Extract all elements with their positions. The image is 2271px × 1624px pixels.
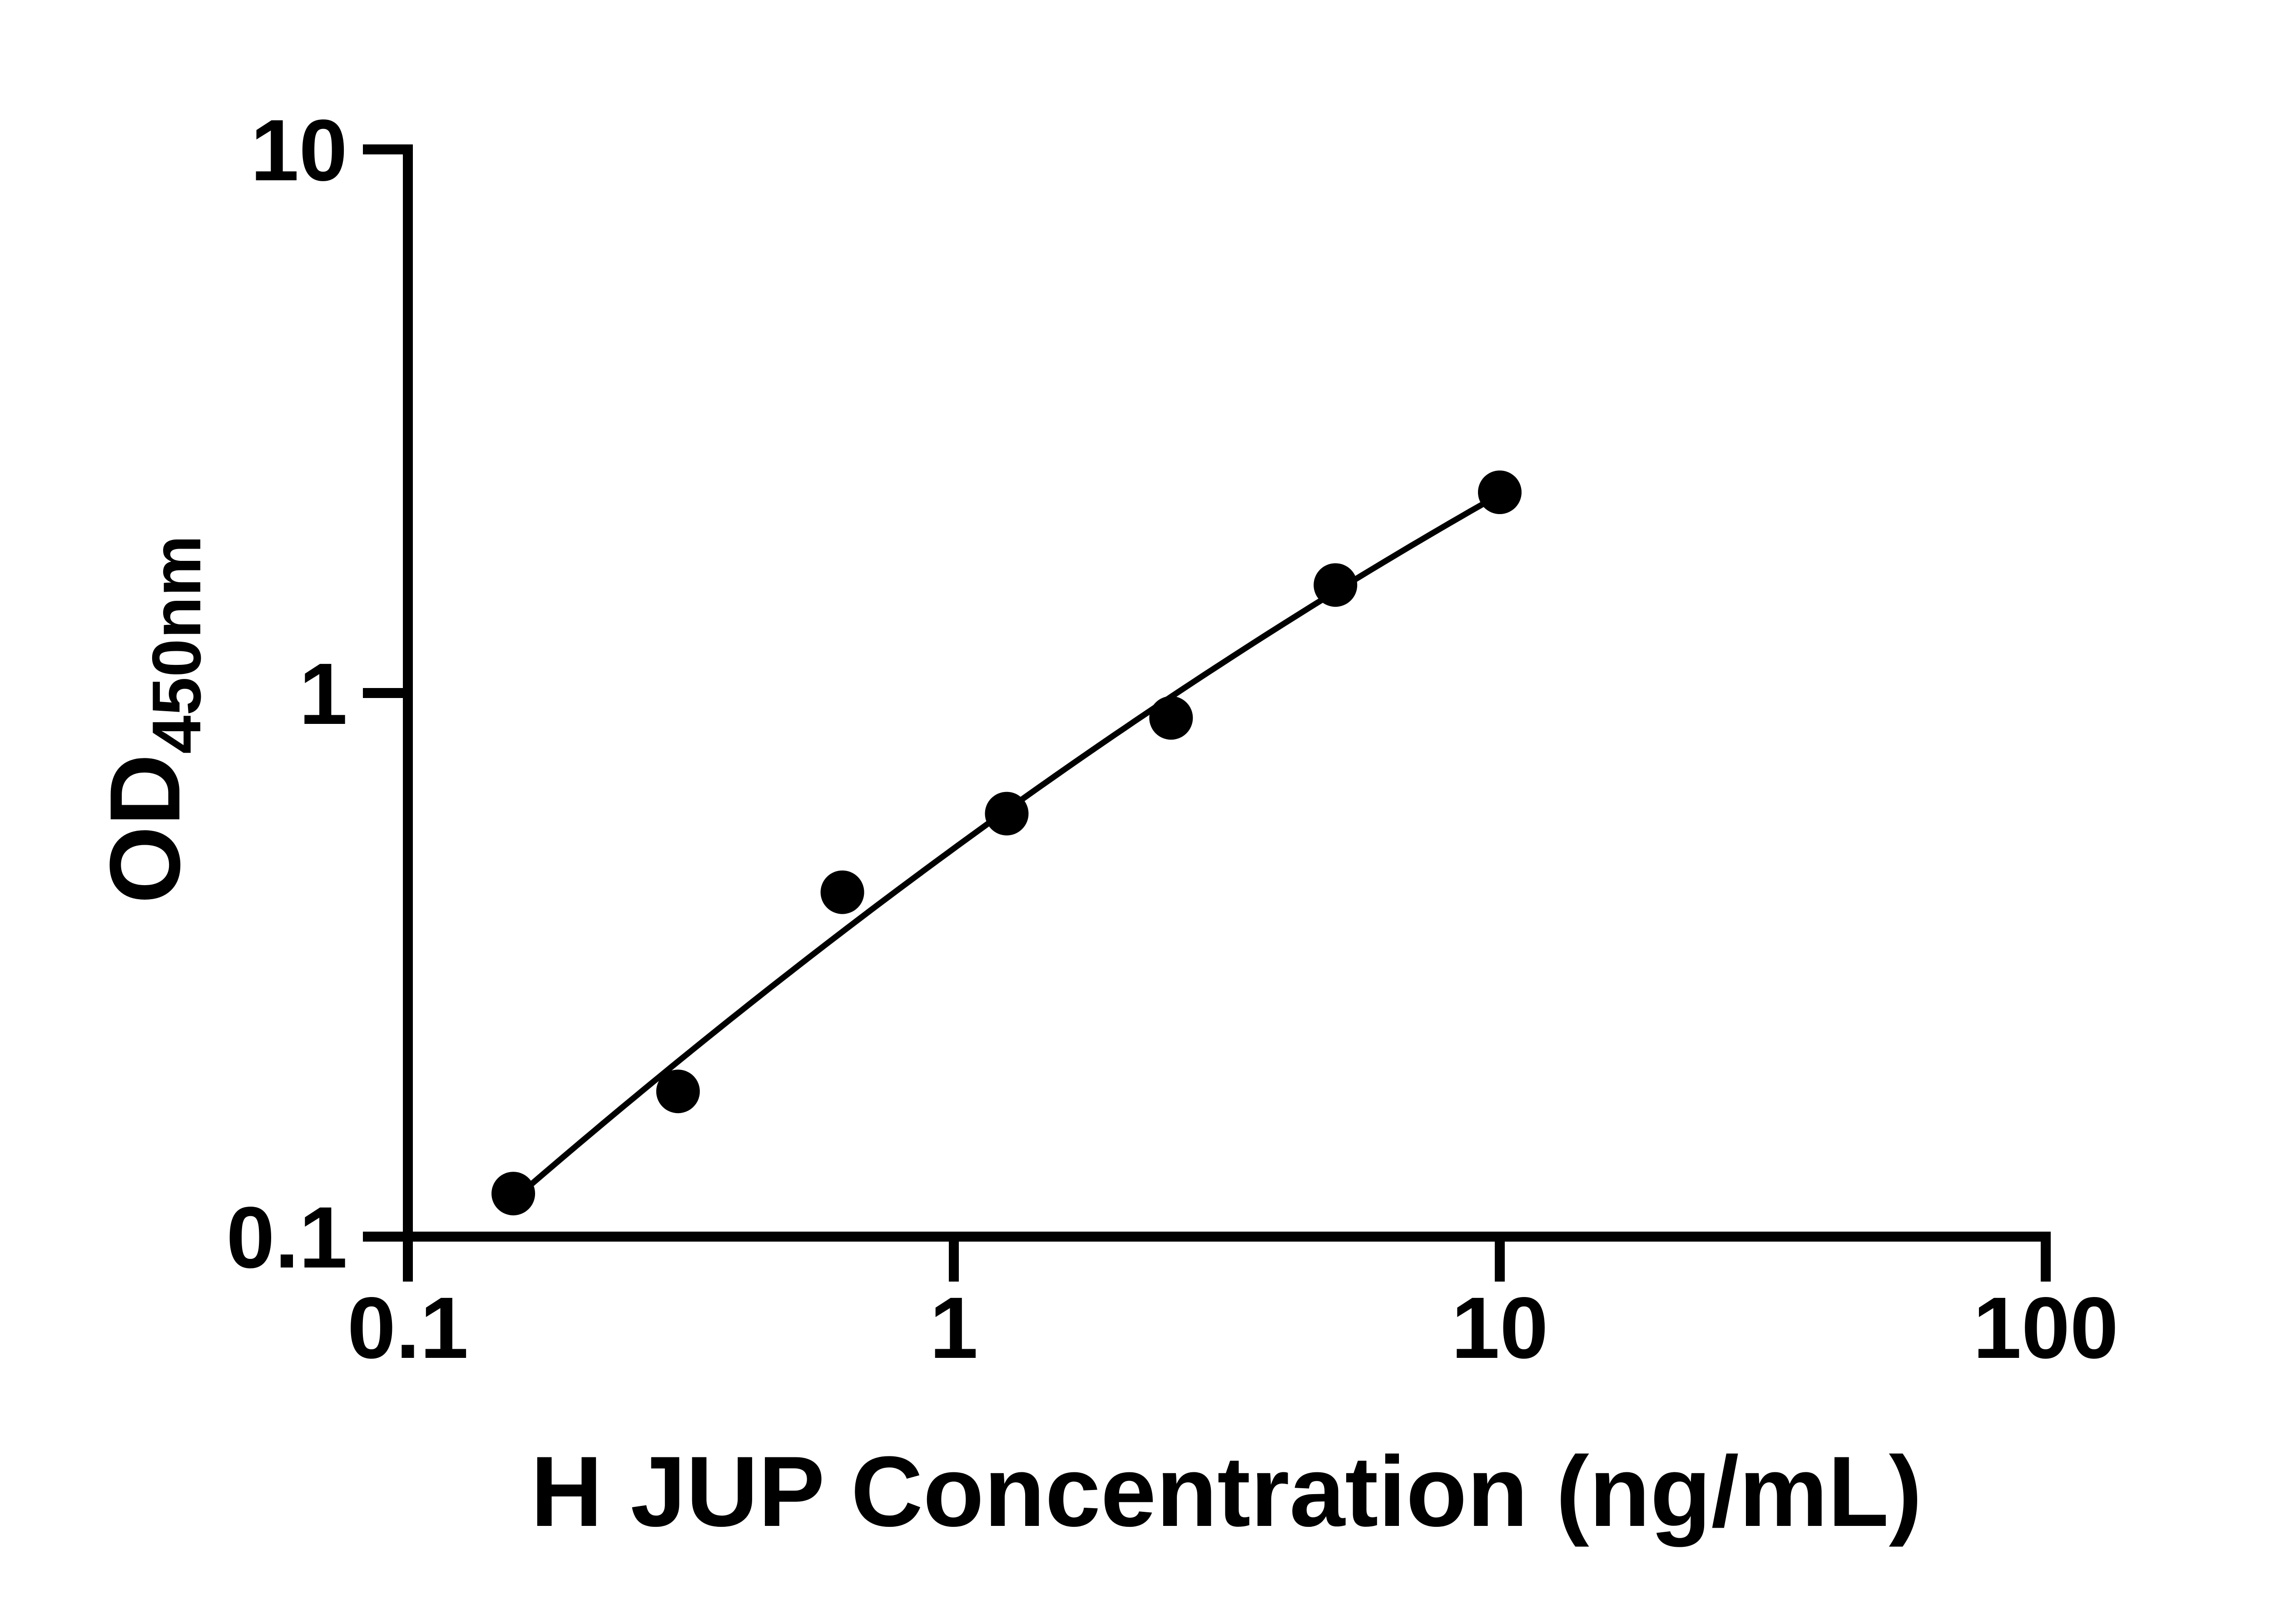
data-point	[985, 792, 1029, 836]
x-axis: 0.1 1 10 100	[347, 1232, 2118, 1376]
data-point	[1314, 563, 1358, 607]
data-point	[1478, 470, 1522, 514]
data-point	[491, 1172, 536, 1216]
x-tick-label: 10	[1451, 1279, 1548, 1376]
data-point	[656, 1069, 700, 1114]
y-axis-title-main: OD	[89, 754, 201, 904]
y-tick-label: 1	[299, 645, 347, 743]
x-tick-label: 1	[930, 1279, 978, 1376]
x-tick-label: 0.1	[347, 1279, 469, 1376]
y-tick-label: 0.1	[226, 1188, 347, 1286]
x-axis-title: H JUP Concentration (ng/mL)	[531, 1436, 1922, 1547]
data-point	[820, 870, 864, 914]
y-tick-label: 10	[250, 101, 347, 199]
data-point-series	[491, 470, 1522, 1216]
y-axis: 0.1 1 10	[226, 101, 413, 1286]
y-axis-title-subscript: 450nm	[138, 535, 215, 754]
y-axis-title: OD450nm	[89, 535, 215, 904]
x-tick-label: 100	[1973, 1279, 2118, 1376]
data-point	[1149, 696, 1193, 740]
